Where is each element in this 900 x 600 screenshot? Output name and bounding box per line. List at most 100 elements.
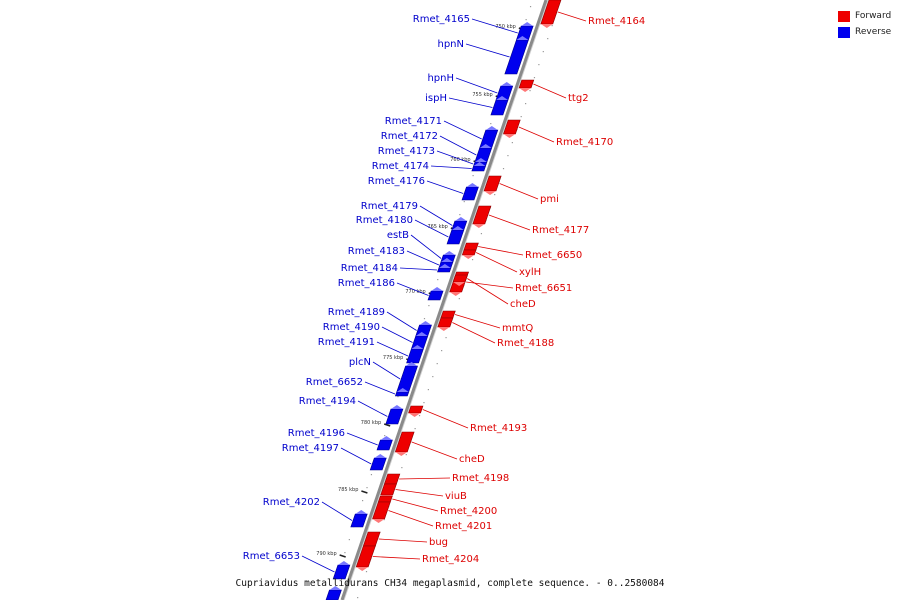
reverse-gene-cap	[496, 96, 508, 100]
reverse-gene-block	[490, 99, 509, 116]
minor-tick	[520, 116, 522, 118]
minor-tick	[458, 298, 460, 300]
forward-gene-label: bug	[429, 537, 448, 548]
label-leader-line	[455, 77, 498, 94]
label-leader-line	[321, 501, 353, 521]
reverse-gene-cap	[355, 510, 368, 514]
reverse-swatch	[838, 26, 850, 38]
forward-gene-cap	[484, 191, 497, 195]
scale-label: 790 kbp	[316, 551, 336, 557]
forward-gene-block	[377, 495, 393, 503]
reverse-gene-label: Rmet_4183	[348, 246, 405, 257]
reverse-gene-cap	[419, 321, 432, 325]
reverse-gene-label: Rmet_4176	[368, 176, 425, 187]
reverse-gene-cap	[337, 561, 350, 565]
label-leader-line	[465, 43, 510, 58]
forward-gene-label: cheD	[459, 454, 485, 465]
forward-gene-label: Rmet_4188	[497, 338, 554, 349]
minor-tick	[507, 155, 509, 157]
legend-reverse: Reverse	[838, 24, 891, 40]
forward-gene-cap	[540, 24, 553, 28]
reverse-gene-block	[461, 186, 479, 201]
label-leader-line	[467, 278, 509, 305]
minor-tick	[480, 233, 483, 235]
feature-layer	[325, 0, 562, 600]
scale-tick	[361, 490, 368, 494]
label-leader-line	[533, 83, 567, 99]
reverse-gene-label: Rmet_4186	[338, 278, 395, 289]
minor-tick	[459, 214, 461, 216]
backbone-layer	[340, 0, 549, 600]
label-leader-line	[414, 219, 449, 238]
minor-tick	[529, 90, 531, 92]
reverse-gene-block	[332, 564, 351, 580]
minor-tick	[384, 435, 386, 437]
label-leader-line	[386, 311, 417, 331]
reverse-gene-cap	[516, 36, 529, 40]
scale-tick	[383, 423, 391, 427]
forward-swatch	[838, 10, 850, 22]
minor-tick	[427, 389, 429, 391]
label-leader-line	[466, 281, 514, 289]
forward-gene-label: ttg2	[568, 93, 589, 104]
scale-label: 770 kbp	[405, 289, 425, 295]
reverse-gene-block	[437, 267, 452, 273]
reverse-gene-label: hpnN	[437, 39, 464, 50]
label-leader-line	[499, 183, 539, 200]
reverse-gene-cap	[454, 217, 467, 221]
forward-gene-label: Rmet_4164	[588, 16, 645, 27]
label-leader-line	[410, 234, 442, 259]
minor-tick	[502, 168, 505, 170]
label-leader-line	[475, 252, 518, 273]
label-leader-line	[439, 135, 477, 156]
minor-tick	[542, 51, 544, 53]
reverse-gene-cap	[473, 162, 486, 166]
forward-label: Forward	[855, 11, 892, 21]
forward-gene-cap	[449, 292, 462, 296]
label-leader-line	[346, 432, 378, 446]
minor-tick	[441, 350, 443, 352]
forward-gene-label: Rmet_4201	[435, 521, 492, 532]
reverse-gene-block	[446, 229, 465, 245]
minor-tick	[362, 500, 364, 502]
forward-gene-label: pmi	[540, 194, 559, 205]
reverse-gene-label: Rmet_4165	[413, 14, 470, 25]
label-leader-line	[419, 205, 453, 226]
label-leader-line	[422, 409, 469, 429]
reverse-gene-block	[406, 348, 424, 364]
minor-tick	[366, 487, 368, 489]
label-line-layer	[301, 11, 587, 573]
label-leader-line	[372, 361, 401, 380]
scale-label: 765 kbp	[427, 224, 447, 230]
label-leader-line	[395, 489, 444, 497]
minor-tick	[538, 64, 540, 66]
reverse-gene-label: Rmet_4191	[318, 337, 375, 348]
reverse-gene-cap	[431, 287, 444, 291]
reverse-gene-label: Rmet_4174	[372, 161, 429, 172]
reverse-gene-label: Rmet_6653	[243, 551, 300, 562]
legend-forward: Forward	[838, 8, 891, 24]
forward-gene-label: Rmet_6650	[525, 250, 582, 261]
minor-tick	[348, 539, 350, 541]
forward-gene-label: viuB	[445, 491, 467, 502]
forward-gene-label: Rmet_4170	[556, 137, 613, 148]
legend: Forward Reverse	[838, 8, 891, 40]
minor-tick	[397, 396, 399, 398]
reverse-gene-cap	[474, 158, 487, 162]
reverse-gene-block	[376, 439, 393, 451]
scale-label: 760 kbp	[450, 157, 470, 163]
forward-gene-block	[518, 79, 535, 89]
reverse-gene-label: Rmet_4184	[341, 263, 398, 274]
minor-tick	[472, 175, 474, 177]
minor-tick	[445, 337, 447, 339]
reverse-gene-block	[385, 408, 404, 425]
forward-gene-block	[452, 274, 468, 283]
reverse-gene-cap	[329, 586, 342, 590]
label-leader-line	[399, 267, 438, 271]
minor-tick	[365, 571, 368, 573]
label-leader-line	[357, 400, 388, 417]
reverse-gene-label: Rmet_4197	[282, 443, 339, 454]
minor-tick	[414, 428, 416, 430]
label-leader-line	[488, 214, 531, 231]
